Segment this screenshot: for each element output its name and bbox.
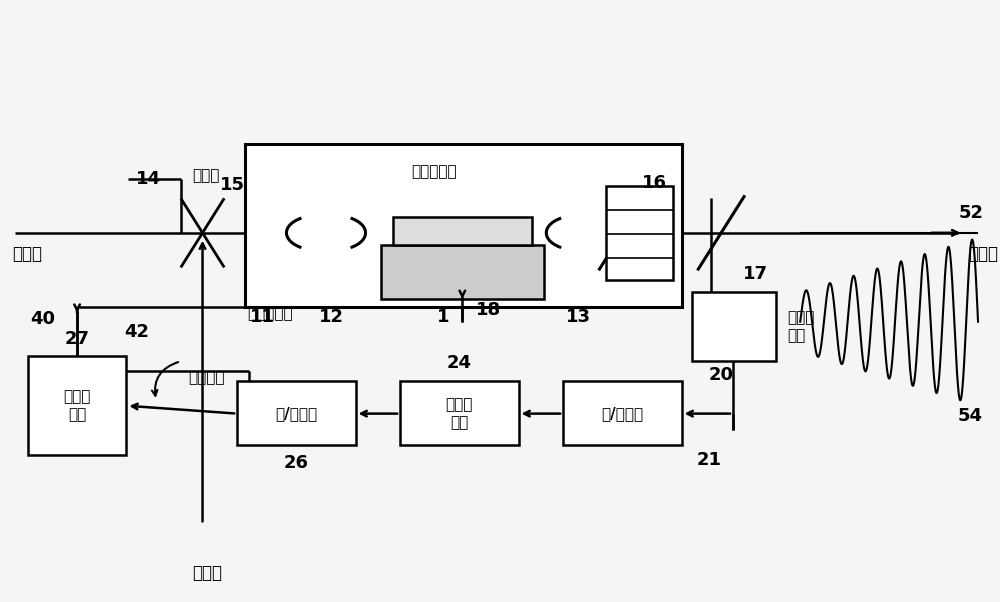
Text: 52: 52 bbox=[958, 204, 983, 222]
Text: 21: 21 bbox=[696, 451, 721, 469]
Text: 控温炉温度: 控温炉温度 bbox=[247, 306, 293, 321]
Text: 温度控制: 温度控制 bbox=[188, 370, 225, 385]
Text: 光开关: 光开关 bbox=[193, 168, 220, 183]
Text: 27: 27 bbox=[65, 329, 90, 347]
Text: 泵浦光: 泵浦光 bbox=[12, 244, 42, 262]
Text: 模/数转换: 模/数转换 bbox=[601, 406, 643, 421]
Bar bbox=[393, 217, 532, 244]
Text: 光电探
测器: 光电探 测器 bbox=[787, 311, 815, 343]
Text: 18: 18 bbox=[476, 301, 501, 319]
Bar bbox=[563, 381, 682, 445]
Text: 16: 16 bbox=[642, 175, 667, 193]
Text: 14: 14 bbox=[136, 170, 161, 187]
Text: 40: 40 bbox=[30, 310, 55, 327]
Text: 20: 20 bbox=[708, 366, 733, 384]
Text: 数/模转换: 数/模转换 bbox=[275, 406, 317, 421]
Text: 信号光: 信号光 bbox=[192, 564, 222, 582]
Text: 中央处
理器: 中央处 理器 bbox=[446, 397, 473, 430]
Text: 13: 13 bbox=[566, 308, 591, 326]
Text: 1: 1 bbox=[437, 308, 450, 326]
Text: 压缩光: 压缩光 bbox=[968, 244, 998, 262]
Bar bbox=[400, 381, 519, 445]
Text: 24: 24 bbox=[447, 354, 472, 372]
Bar bbox=[381, 244, 544, 299]
Text: 11: 11 bbox=[250, 308, 275, 326]
Text: 26: 26 bbox=[284, 454, 309, 472]
Text: 12: 12 bbox=[319, 308, 344, 326]
Text: 15: 15 bbox=[220, 176, 245, 194]
Bar bbox=[606, 187, 673, 281]
Text: 17: 17 bbox=[743, 265, 768, 284]
Text: 非线性晶体: 非线性晶体 bbox=[411, 164, 457, 179]
Bar bbox=[692, 292, 776, 361]
Bar bbox=[245, 144, 682, 307]
Text: 温度控
制器: 温度控 制器 bbox=[63, 389, 91, 422]
Bar bbox=[28, 356, 126, 455]
Text: 54: 54 bbox=[958, 406, 983, 424]
Bar bbox=[237, 381, 356, 445]
Text: 42: 42 bbox=[124, 323, 149, 341]
